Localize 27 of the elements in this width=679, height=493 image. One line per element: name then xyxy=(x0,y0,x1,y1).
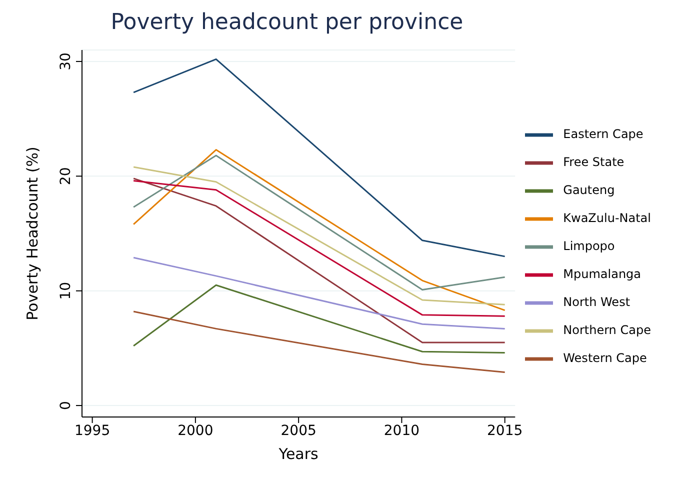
y-tick-label: 20 xyxy=(58,167,74,186)
x-tick-label: 2010 xyxy=(384,422,420,439)
legend-label: Gauteng xyxy=(563,182,615,197)
chart-title: Poverty headcount per province xyxy=(110,10,464,35)
line-series xyxy=(132,58,506,258)
legend-label: Eastern Cape xyxy=(563,126,644,141)
legend-label: North West xyxy=(563,294,630,309)
legend-label: Free State xyxy=(563,154,624,169)
y-axis-title: Poverty Headcount (%) xyxy=(23,146,42,320)
x-tick-label: 1995 xyxy=(74,422,110,439)
line-series xyxy=(132,284,506,354)
x-axis-title: Years xyxy=(278,445,319,463)
legend-label: KwaZulu-Natal xyxy=(563,210,651,225)
legend-label: Northern Cape xyxy=(563,322,651,337)
x-tick-label: 2005 xyxy=(280,422,316,439)
line-series xyxy=(132,256,506,330)
line-series xyxy=(132,154,506,290)
legend-label: Limpopo xyxy=(563,238,615,253)
legend-label: Western Cape xyxy=(563,350,647,365)
y-tick-label: 0 xyxy=(58,401,74,410)
line-series xyxy=(132,310,506,374)
y-tick-label: 30 xyxy=(58,52,74,70)
line-series xyxy=(132,180,506,317)
y-tick-label: 10 xyxy=(58,282,74,300)
x-tick-label: 2015 xyxy=(487,422,523,439)
legend-label: Mpumalanga xyxy=(563,266,642,281)
x-tick-label: 2000 xyxy=(178,422,214,439)
